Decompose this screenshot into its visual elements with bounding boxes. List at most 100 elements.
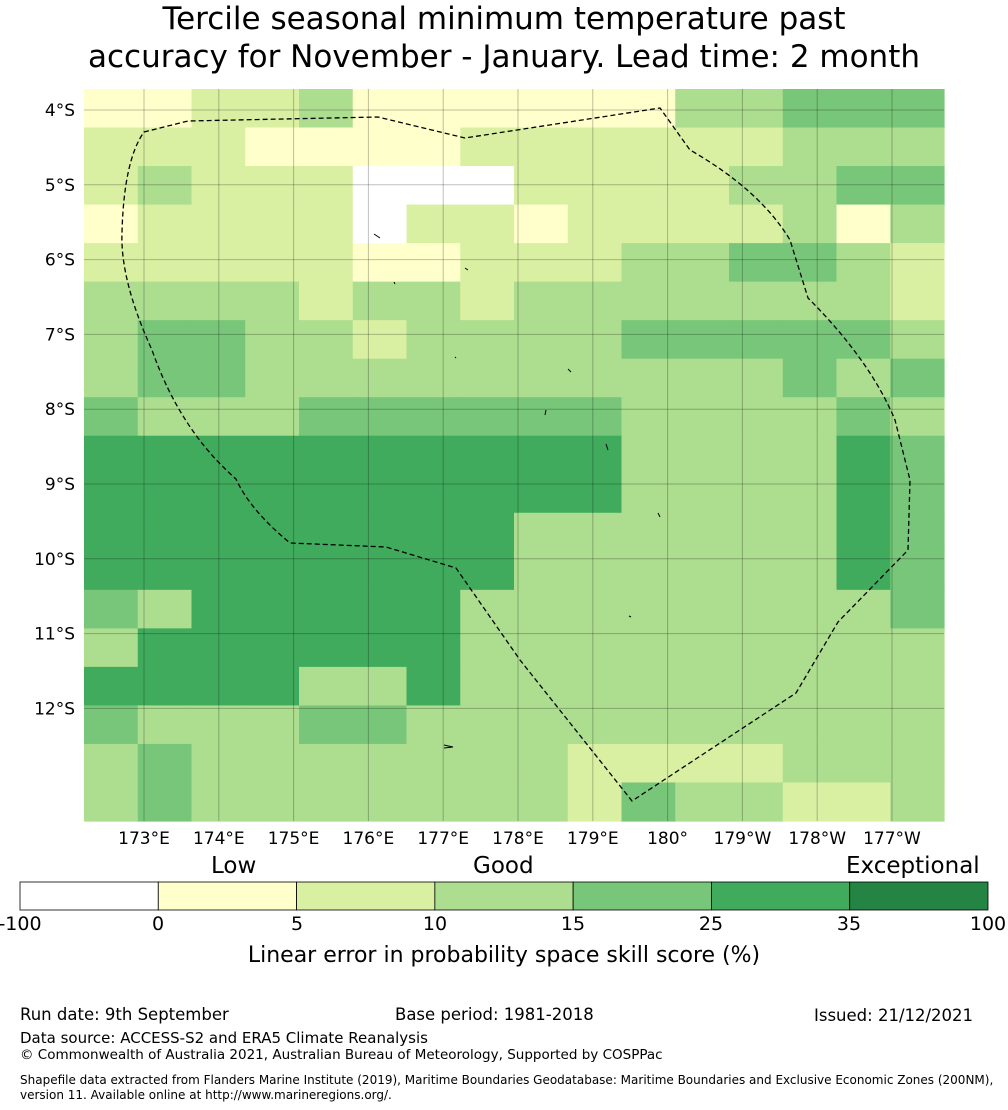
skill-cell xyxy=(84,435,139,475)
skill-cell xyxy=(567,358,623,398)
skill-cell xyxy=(782,435,838,475)
skill-cell xyxy=(460,281,515,321)
skill-cell xyxy=(514,743,569,784)
skill-cell xyxy=(406,435,461,475)
skill-cell xyxy=(84,243,139,283)
skill-cell xyxy=(567,89,623,129)
eez-boundary xyxy=(121,107,911,802)
skill-cell xyxy=(675,628,730,668)
skill-cell xyxy=(890,243,945,283)
skill-cell xyxy=(84,589,139,629)
skill-cell xyxy=(191,320,246,360)
skill-cell xyxy=(245,204,300,244)
skill-cell xyxy=(514,320,569,360)
run-date: Run date: 9th September xyxy=(20,1005,229,1024)
skill-cell xyxy=(675,127,730,167)
skill-cell xyxy=(836,127,891,167)
skill-map: 4°S 5°S 6°S 7°S 8°S 9°S 10°S 11°S 12°S 173°E 174°… xyxy=(34,89,945,849)
skill-cell xyxy=(299,782,354,822)
longitude-label: 179°E xyxy=(567,829,619,849)
skill-cell xyxy=(836,243,891,283)
skill-cell xyxy=(137,666,193,707)
skill-cell xyxy=(621,628,676,668)
skill-cell xyxy=(621,204,676,244)
skill-cell xyxy=(621,512,676,552)
skill-cell xyxy=(890,89,945,129)
skill-cell xyxy=(621,127,676,167)
skill-cell xyxy=(621,782,676,822)
category-exceptional: Exceptional xyxy=(846,853,980,879)
skill-cell xyxy=(406,666,461,707)
skill-cell xyxy=(567,743,623,784)
skill-cell xyxy=(675,243,730,283)
skill-cell xyxy=(352,243,408,283)
skill-cell xyxy=(514,512,569,552)
skill-grid xyxy=(84,89,945,822)
base-period: Base period: 1981-2018 xyxy=(395,1005,594,1024)
skill-cell xyxy=(567,666,623,707)
skill-cell xyxy=(729,474,784,514)
skill-cell xyxy=(567,589,623,629)
skill-cell xyxy=(729,281,784,321)
skill-cell xyxy=(782,358,838,398)
skill-cell xyxy=(406,89,461,129)
skill-cell xyxy=(299,628,354,668)
skill-cell xyxy=(890,589,945,629)
skill-cell xyxy=(514,474,569,514)
skill-cell xyxy=(621,89,676,129)
skill-cell xyxy=(406,320,461,360)
skill-cell xyxy=(352,589,408,629)
skill-cell xyxy=(299,281,354,321)
longitude-label: 178°W xyxy=(788,829,846,849)
skill-cell xyxy=(621,243,676,283)
skill-cell xyxy=(675,666,730,707)
skill-cell xyxy=(567,320,623,360)
skill-cell xyxy=(836,474,891,514)
latitude-labels: 4°S 5°S 6°S 7°S 8°S 9°S 10°S 11°S 12°S xyxy=(34,101,75,719)
skill-cell xyxy=(460,397,515,437)
skill-cell xyxy=(191,397,246,437)
skill-cell xyxy=(137,782,193,822)
skill-cell xyxy=(729,89,784,129)
skill-cell xyxy=(84,358,139,398)
skill-cell xyxy=(191,281,246,321)
skill-cell xyxy=(621,743,676,784)
skill-cell xyxy=(729,435,784,475)
skill-cell xyxy=(621,320,676,360)
skill-cell xyxy=(460,782,515,822)
skill-cell xyxy=(836,666,891,707)
skill-cell xyxy=(137,512,193,552)
skill-cell xyxy=(675,435,730,475)
skill-cell xyxy=(514,89,569,129)
latitude-label: 12°S xyxy=(34,699,75,719)
skill-cell xyxy=(84,397,139,437)
skill-cell xyxy=(299,127,354,167)
latitude-label: 10°S xyxy=(34,550,75,570)
skill-cell xyxy=(836,743,891,784)
skill-cell xyxy=(782,743,838,784)
skill-cell xyxy=(675,589,730,629)
skill-cell xyxy=(406,551,461,591)
skill-cell xyxy=(299,89,354,129)
skill-cell xyxy=(890,204,945,244)
skill-cell xyxy=(890,435,945,475)
skill-cell xyxy=(675,512,730,552)
skill-cell xyxy=(567,782,623,822)
latitude-label: 9°S xyxy=(45,475,75,495)
skill-cell xyxy=(729,628,784,668)
skill-cell xyxy=(460,705,515,745)
skill-cell xyxy=(191,166,246,206)
skill-cell xyxy=(84,743,139,784)
skill-cell xyxy=(782,320,838,360)
skill-cell xyxy=(729,127,784,167)
skill-cell xyxy=(567,474,623,514)
skill-cell xyxy=(514,705,569,745)
skill-cell xyxy=(299,397,354,437)
skill-cell xyxy=(782,166,838,206)
skill-cell xyxy=(890,743,945,784)
skill-cell xyxy=(406,628,461,668)
skill-cell xyxy=(137,628,193,668)
skill-cell xyxy=(729,397,784,437)
skill-cell xyxy=(675,358,730,398)
skill-cell xyxy=(245,666,300,707)
